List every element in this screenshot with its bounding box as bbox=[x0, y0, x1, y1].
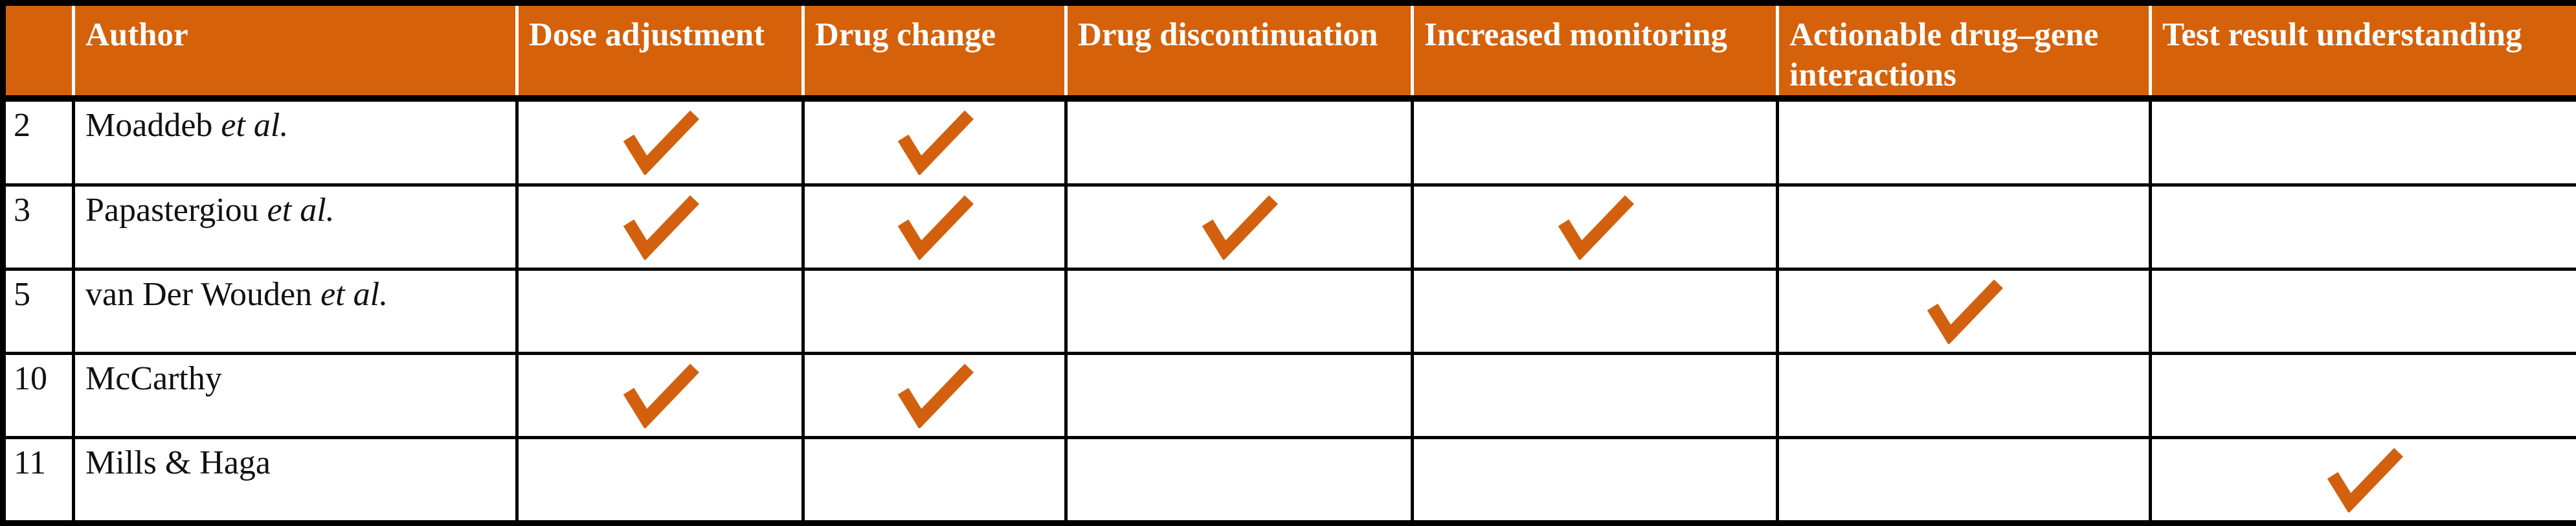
check-icon bbox=[618, 194, 702, 260]
check-cell bbox=[517, 354, 803, 438]
header-cell-drug-discontinuation: Drug discontinuation bbox=[1066, 3, 1413, 99]
check-cell bbox=[1413, 185, 1778, 269]
check-cell bbox=[1413, 269, 1778, 353]
check-cell bbox=[803, 269, 1066, 353]
table-row: 11 Mills & Haga bbox=[3, 438, 2576, 523]
check-cell bbox=[2151, 438, 2576, 523]
row-number: 2 bbox=[3, 98, 74, 185]
check-cell bbox=[803, 354, 1066, 438]
check-cell bbox=[517, 438, 803, 523]
author-name: van Der Wouden bbox=[85, 276, 312, 313]
table-row: 3 Papastergiou et al. bbox=[3, 185, 2576, 269]
row-number: 5 bbox=[3, 269, 74, 353]
check-cell bbox=[2151, 269, 2576, 353]
table-row: 2 Moaddeb et al. bbox=[3, 98, 2576, 185]
check-cell bbox=[1778, 269, 2151, 353]
table-row: 10 McCarthy bbox=[3, 354, 2576, 438]
check-icon bbox=[2322, 446, 2406, 512]
check-icon bbox=[1553, 194, 1637, 260]
author-cell: van Der Wouden et al. bbox=[74, 269, 517, 353]
check-icon bbox=[1197, 194, 1281, 260]
check-cell bbox=[1778, 98, 2151, 185]
header-cell-actionable-interactions: Actionable drug–gene interactions bbox=[1778, 3, 2151, 99]
check-cell bbox=[517, 98, 803, 185]
table-body: 2 Moaddeb et al. 3 Papastergiou et al. bbox=[3, 98, 2576, 523]
check-icon bbox=[1922, 278, 2006, 344]
author-cell: Papastergiou et al. bbox=[74, 185, 517, 269]
author-name: Moaddeb bbox=[85, 107, 212, 144]
check-icon bbox=[618, 362, 702, 428]
header-cell-author: Author bbox=[74, 3, 517, 99]
author-name: Papastergiou bbox=[85, 192, 259, 229]
check-cell bbox=[1066, 269, 1413, 353]
check-icon bbox=[893, 362, 977, 428]
check-cell bbox=[1066, 98, 1413, 185]
author-name: McCarthy bbox=[85, 360, 222, 397]
check-cell bbox=[2151, 354, 2576, 438]
check-cell bbox=[1778, 185, 2151, 269]
check-cell bbox=[1066, 185, 1413, 269]
header-cell-index bbox=[3, 3, 74, 99]
check-cell bbox=[803, 438, 1066, 523]
check-cell bbox=[1778, 354, 2151, 438]
header-cell-increased-monitoring: Increased monitoring bbox=[1413, 3, 1778, 99]
row-number: 11 bbox=[3, 438, 74, 523]
author-name: Mills & Haga bbox=[85, 444, 271, 481]
check-icon bbox=[893, 194, 977, 260]
check-cell bbox=[517, 185, 803, 269]
check-cell bbox=[2151, 185, 2576, 269]
check-cell bbox=[1413, 354, 1778, 438]
author-cell: McCarthy bbox=[74, 354, 517, 438]
author-etal: et al. bbox=[320, 276, 388, 313]
header-cell-dose-adjustment: Dose adjustment bbox=[517, 3, 803, 99]
check-cell bbox=[1778, 438, 2151, 523]
row-number: 10 bbox=[3, 354, 74, 438]
check-cell bbox=[2151, 98, 2576, 185]
check-icon bbox=[893, 109, 977, 175]
check-cell bbox=[803, 185, 1066, 269]
check-cell bbox=[1066, 354, 1413, 438]
author-etal: et al. bbox=[267, 192, 335, 229]
check-cell bbox=[1413, 98, 1778, 185]
page: Author Dose adjustment Drug change Drug … bbox=[0, 0, 2576, 510]
row-number: 3 bbox=[3, 185, 74, 269]
header-cell-drug-change: Drug change bbox=[803, 3, 1066, 99]
check-icon bbox=[618, 109, 702, 175]
table-header: Author Dose adjustment Drug change Drug … bbox=[3, 3, 2576, 99]
author-cell: Moaddeb et al. bbox=[74, 98, 517, 185]
author-cell: Mills & Haga bbox=[74, 438, 517, 523]
header-row: Author Dose adjustment Drug change Drug … bbox=[3, 3, 2576, 99]
check-cell bbox=[1413, 438, 1778, 523]
table-row: 5 van Der Wouden et al. bbox=[3, 269, 2576, 353]
header-cell-test-result-understanding: Test result understanding bbox=[2151, 3, 2576, 99]
check-cell bbox=[517, 269, 803, 353]
author-etal: et al. bbox=[221, 107, 288, 144]
check-cell bbox=[1066, 438, 1413, 523]
check-cell bbox=[803, 98, 1066, 185]
